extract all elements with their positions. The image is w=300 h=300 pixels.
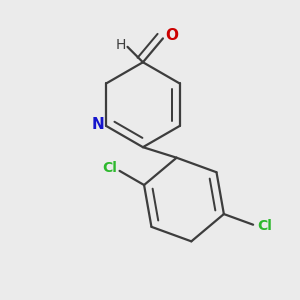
Text: H: H bbox=[115, 38, 126, 52]
Text: N: N bbox=[92, 117, 105, 132]
Text: Cl: Cl bbox=[257, 219, 272, 233]
Text: O: O bbox=[165, 28, 178, 43]
Text: Cl: Cl bbox=[102, 161, 117, 175]
